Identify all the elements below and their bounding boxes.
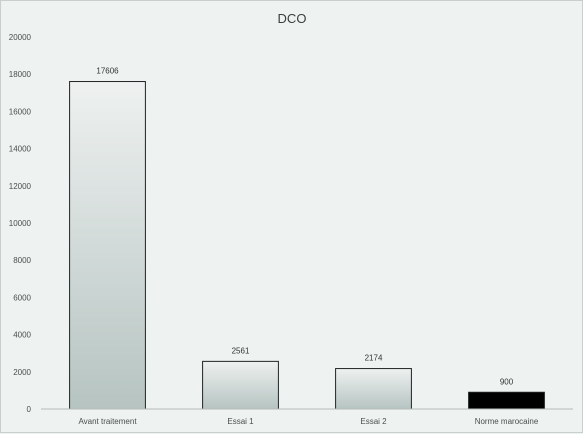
data-label: 900 <box>500 377 514 386</box>
bar <box>468 391 545 410</box>
bar <box>202 360 279 410</box>
y-tick-label: 14000 <box>9 145 32 154</box>
x-tick-label: Essai 2 <box>360 417 387 426</box>
x-tick-label: Norme marocaine <box>475 417 539 426</box>
y-tick-label: 20000 <box>9 33 32 42</box>
data-label: 17606 <box>96 67 119 76</box>
x-tick-label: Avant traitement <box>78 417 137 426</box>
data-label: 2561 <box>232 346 250 355</box>
y-tick-label: 6000 <box>13 293 31 302</box>
data-label: 2174 <box>365 354 383 363</box>
bar <box>69 81 146 410</box>
y-tick-label: 2000 <box>13 368 31 377</box>
y-tick-label: 10000 <box>9 219 32 228</box>
x-axis: Avant traitement Essai 1 Essai 2 Norme maro… <box>41 408 573 426</box>
y-axis: 0 2000 4000 6000 8000 10000 12000 14000 16000 180… <box>9 33 32 414</box>
y-tick-label: 18000 <box>9 70 32 79</box>
y-tick-label: 16000 <box>9 107 32 116</box>
y-tick-label: 0 <box>27 405 32 414</box>
chart-title: DCO <box>278 11 307 26</box>
bar <box>335 368 412 410</box>
y-tick-label: 8000 <box>13 256 31 265</box>
x-tick-label: Essai 1 <box>227 417 254 426</box>
y-tick-label: 4000 <box>13 331 31 340</box>
bars-group: 17606 2561 2174 900 <box>69 67 545 410</box>
y-tick-label: 12000 <box>9 182 32 191</box>
